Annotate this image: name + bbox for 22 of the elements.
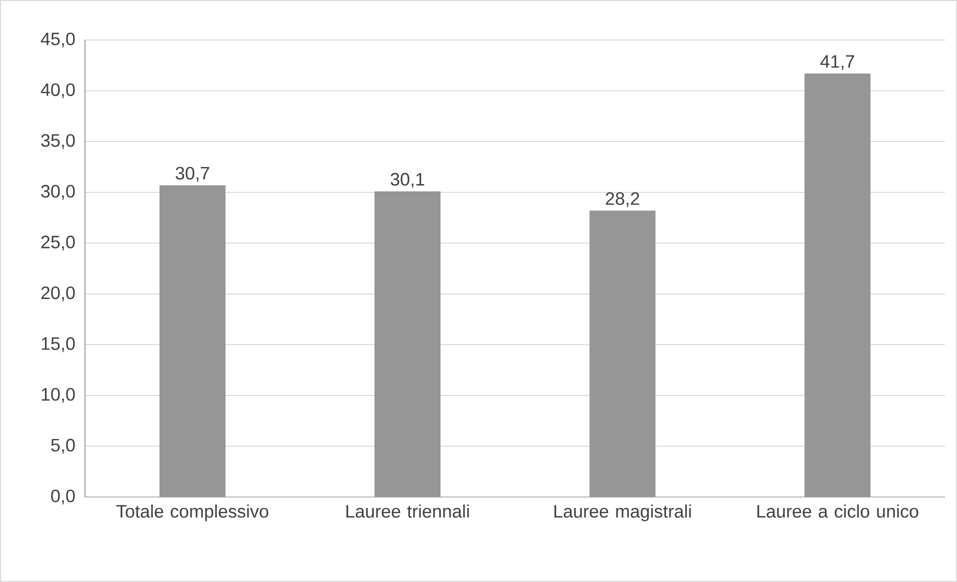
y-tick-label: 40,0 [40, 83, 75, 98]
x-tick-label: Lauree a ciclo unico [757, 504, 918, 518]
y-tick-label: 10,0 [42, 388, 75, 403]
data-label: 30,1 [390, 172, 424, 188]
y-tick-label: 20,0 [41, 286, 75, 302]
data-label: 28,2 [606, 192, 640, 208]
data-label: 41,7 [820, 55, 854, 70]
x-tick-label: Lauree triennali [346, 504, 469, 518]
y-tick-label: 5,0 [51, 438, 75, 454]
y-tick-label: 45,0 [40, 32, 75, 48]
y-tick-label: 35,0 [41, 134, 75, 149]
bar [804, 74, 871, 497]
bar [590, 210, 656, 497]
bar [160, 185, 226, 497]
y-tick-label: 0,0 [51, 490, 75, 504]
y-tick-label: 25,0 [41, 236, 75, 251]
data-label: 30,7 [176, 166, 210, 182]
y-tick-label: 15,0 [42, 337, 75, 352]
x-tick-label: Totale complessivo [116, 504, 268, 522]
x-tick-label: Lauree magistrali [554, 504, 691, 522]
y-tick-label: 30,0 [41, 184, 75, 200]
bar [374, 191, 441, 497]
